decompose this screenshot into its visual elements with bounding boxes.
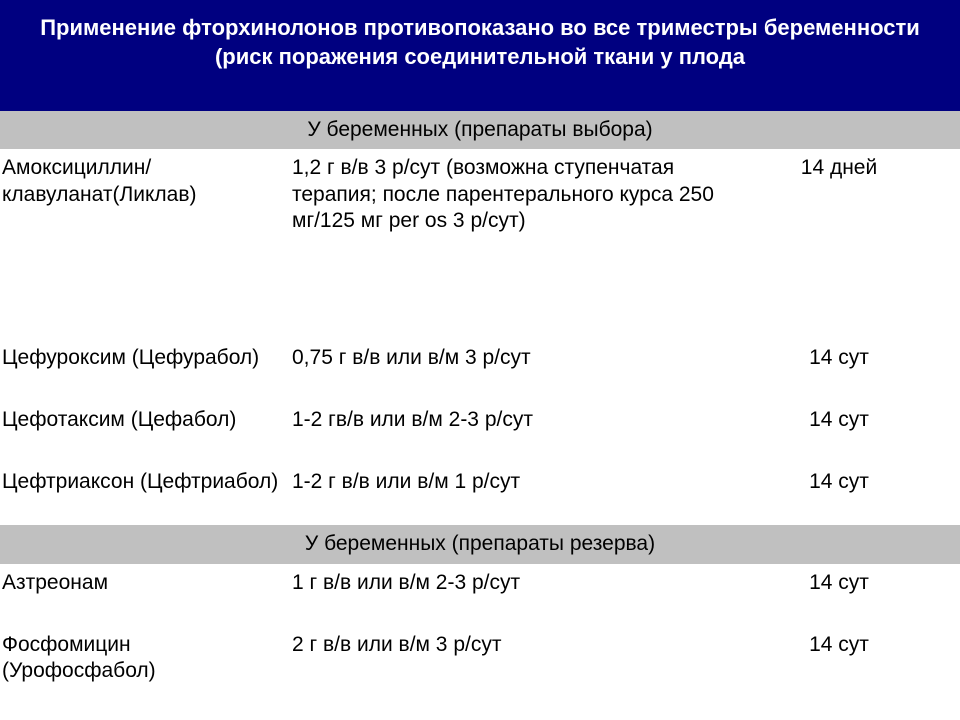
table-row: Цефотаксим (Цефабол) 1-2 гв/в или в/м 2-… (0, 401, 960, 463)
dose-cell: 1-2 гв/в или в/м 2-3 р/сут (290, 401, 720, 463)
table-row: Цефтриаксон (Цефтриабол) 1-2 г в/в или в… (0, 463, 960, 525)
table-row: Фосфомицин (Урофосфабол) 2 г в/в или в/м… (0, 626, 960, 691)
dose-cell: 0,75 г в/в или в/м 3 р/сут (290, 339, 720, 401)
slide: Применение фторхинолонов противопоказано… (0, 0, 960, 720)
duration-cell: 14 сут (720, 626, 960, 691)
duration-cell: 14 дней (720, 149, 960, 339)
dose-cell: 1 г в/в или в/м 2-3 р/сут (290, 564, 720, 626)
duration-cell: 14 сут (720, 401, 960, 463)
drug-cell: Фосфомицин (Урофосфабол) (0, 626, 290, 691)
duration-cell: 14 сут (720, 463, 960, 525)
table-row: Азтреонам 1 г в/в или в/м 2-3 р/сут 14 с… (0, 564, 960, 626)
table-row: Амоксициллин/клавуланат(Ликлав) 1,2 г в/… (0, 149, 960, 339)
section-heading-row: У беременных (препараты выбора) (0, 111, 960, 149)
section-heading-row: У беременных (препараты резерва) (0, 525, 960, 563)
section-heading: У беременных (препараты выбора) (0, 111, 960, 149)
drug-cell: Цефуроксим (Цефурабол) (0, 339, 290, 401)
drug-cell: Цефтриаксон (Цефтриабол) (0, 463, 290, 525)
dose-cell: 2 г в/в или в/м 3 р/сут (290, 626, 720, 691)
dose-cell: 1-2 г в/в или в/м 1 р/сут (290, 463, 720, 525)
section-heading: У беременных (препараты резерва) (0, 525, 960, 563)
title-bar: Применение фторхинолонов противопоказано… (0, 0, 960, 111)
dose-cell: 1,2 г в/в 3 р/сут (возможна ступенчатая … (290, 149, 720, 339)
duration-cell: 14 сут (720, 339, 960, 401)
drug-cell: Азтреонам (0, 564, 290, 626)
duration-cell: 14 сут (720, 564, 960, 626)
table-row: Цефуроксим (Цефурабол) 0,75 г в/в или в/… (0, 339, 960, 401)
drug-cell: Амоксициллин/клавуланат(Ликлав) (0, 149, 290, 339)
drug-cell: Цефотаксим (Цефабол) (0, 401, 290, 463)
drug-table: У беременных (препараты выбора) Амоксици… (0, 111, 960, 690)
